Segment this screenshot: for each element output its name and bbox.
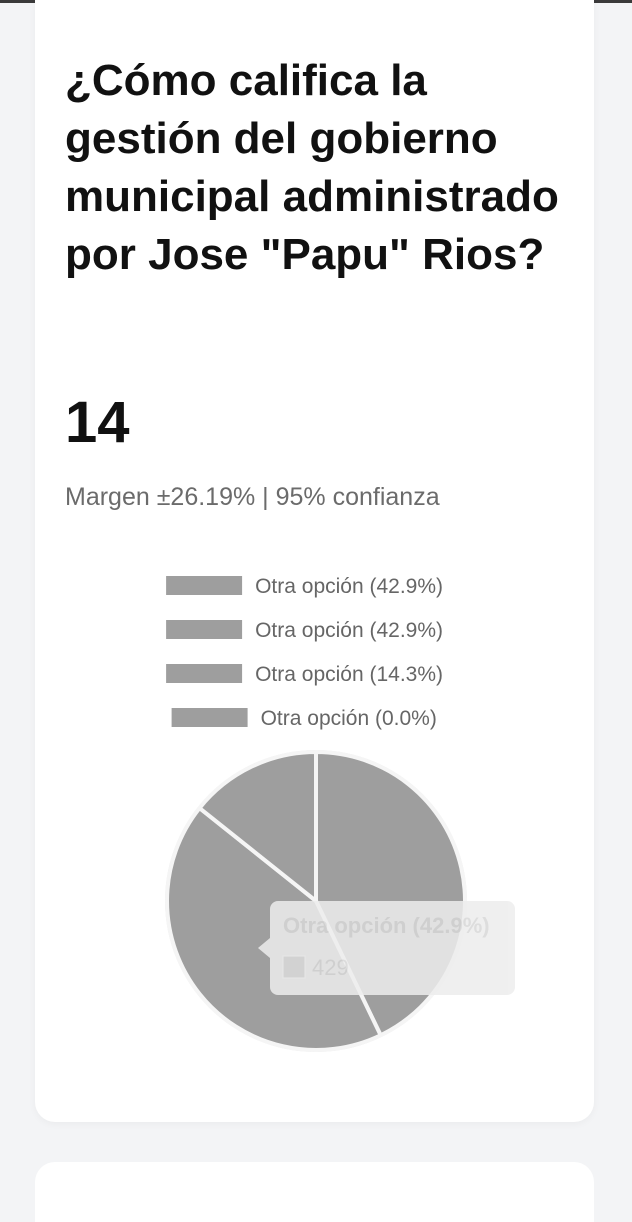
poll-question: ¿Cómo califica la gestión del gobierno m… [65,56,559,279]
legend-swatch[interactable] [166,576,243,595]
margin-text: Margen ±26.19% | 95% confianza [65,483,440,511]
legend-label[interactable]: Otra opción (14.3%) [255,663,443,686]
legend-label[interactable]: Otra opción (42.9%) [255,619,443,642]
legend-swatch[interactable] [166,664,243,683]
response-count: 14 [65,390,130,455]
legend-swatch[interactable] [166,620,243,639]
tooltip-box [270,901,515,995]
tooltip-swatch [282,955,306,979]
legend-swatch[interactable] [171,708,248,727]
tooltip-arrow [258,938,270,958]
chart-tooltip: Otra opción (42.9%) 429 [258,901,515,995]
pie-slice[interactable] [197,750,318,903]
tooltip-title: Otra opción (42.9%) [283,913,490,938]
pie-chart[interactable]: Otra opción (42.9%)Otra opción (42.9%)Ot… [0,0,632,1186]
legend-label[interactable]: Otra opción (0.0%) [261,707,437,730]
tooltip-value: 429 [312,955,349,980]
legend-label[interactable]: Otra opción (42.9%) [255,575,443,598]
chart-legend: Otra opción (42.9%) Otra opción (42.9%) Ot… [166,575,443,730]
